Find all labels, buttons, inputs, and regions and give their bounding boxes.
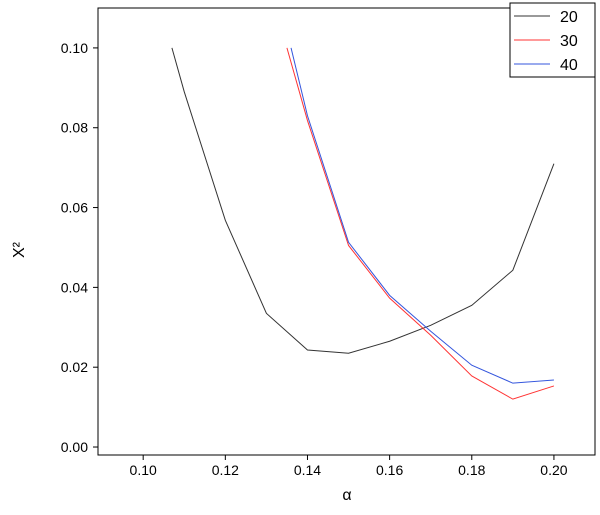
- y-axis-label: X²: [11, 241, 28, 258]
- y-tick-label: 0.08: [61, 120, 88, 136]
- x-axis-label: α: [342, 487, 351, 504]
- legend-label: 40: [560, 57, 578, 74]
- y-tick-label: 0.00: [61, 439, 88, 455]
- legend-label: 30: [560, 33, 578, 50]
- x-tick-label: 0.10: [130, 462, 157, 478]
- x-tick-label: 0.16: [376, 462, 403, 478]
- y-tick-label: 0.04: [61, 279, 88, 295]
- x-tick-label: 0.20: [540, 462, 567, 478]
- x-tick-label: 0.12: [212, 462, 239, 478]
- y-tick-label: 0.10: [61, 40, 88, 56]
- x-tick-label: 0.14: [294, 462, 321, 478]
- x-tick-label: 0.18: [458, 462, 485, 478]
- series-line: [286, 47, 555, 400]
- series-line: [171, 47, 555, 354]
- series-line: [290, 47, 554, 384]
- y-tick-label: 0.06: [61, 200, 88, 216]
- legend-label: 20: [560, 9, 578, 26]
- plot-frame: [97, 7, 596, 456]
- y-tick-label: 0.02: [61, 359, 88, 375]
